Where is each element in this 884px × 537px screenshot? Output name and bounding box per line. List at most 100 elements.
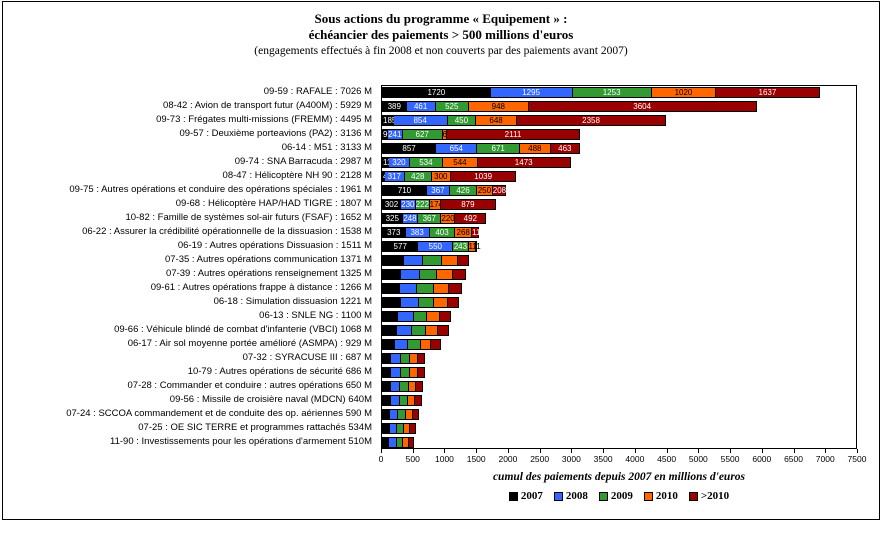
x-tick-mark bbox=[444, 449, 446, 453]
bar-segment-2007: 90 bbox=[382, 129, 392, 140]
bar-segment-2008 bbox=[400, 269, 420, 280]
bar-segment->2010 bbox=[475, 241, 478, 252]
bar-segment-2008: 367 bbox=[426, 185, 451, 196]
bar-segment-2010: 111 bbox=[468, 241, 481, 252]
bar-segment-2007 bbox=[382, 437, 390, 448]
x-tick-mark bbox=[412, 449, 414, 453]
legend-swatch-2009 bbox=[598, 491, 608, 501]
category-label: 08-42 : Avion de transport futur (A400M)… bbox=[163, 100, 372, 111]
bar-segment-2009: 403 bbox=[429, 227, 456, 238]
stacked-bar bbox=[382, 325, 856, 336]
x-tick-label: 4000 bbox=[625, 454, 645, 464]
bar-row bbox=[382, 268, 856, 282]
x-tick-mark bbox=[603, 449, 605, 453]
category-label: 09-74 : SNA Barracuda : 2987 M bbox=[234, 156, 372, 167]
bar-segment-2008: 317 bbox=[384, 171, 405, 182]
x-tick-mark bbox=[539, 449, 541, 453]
category-label: 07-35 : Autres opérations communication … bbox=[164, 254, 372, 265]
stacked-bar: 90241627672111 bbox=[382, 129, 856, 140]
bar-segment-2009 bbox=[413, 311, 428, 322]
stacked-bar bbox=[382, 269, 856, 280]
bar-segment-2010 bbox=[433, 283, 450, 294]
bar-segment->2010 bbox=[453, 269, 466, 280]
category-label: 10-82 : Famille de systèmes sol-air futu… bbox=[125, 212, 372, 223]
legend-item-2009: 2009 bbox=[598, 490, 633, 502]
bar-segment-2008 bbox=[390, 381, 400, 392]
bar-row: 443174283001039 bbox=[382, 170, 856, 184]
x-tick-label: 1000 bbox=[434, 454, 454, 464]
bar-segment-2010: 300 bbox=[431, 171, 451, 182]
bar-segment-2007 bbox=[382, 311, 398, 322]
x-tick-mark bbox=[476, 449, 478, 453]
category-label: 07-24 : SCCOA commandement et de conduit… bbox=[66, 408, 372, 419]
bar-segment->2010 bbox=[417, 353, 426, 364]
title-block: Sous actions du programme « Equipement »… bbox=[3, 2, 879, 59]
bar-segment-2009 bbox=[399, 395, 408, 406]
x-tick-label: 6500 bbox=[784, 454, 803, 464]
bar-segment-2010 bbox=[407, 395, 416, 406]
bar-segment-2010 bbox=[425, 325, 439, 336]
bar-row: 389 461 525 948 3604 bbox=[382, 100, 856, 114]
bar-segment-2010 bbox=[403, 437, 410, 448]
stacked-bar bbox=[382, 381, 856, 392]
bar-segment-2010: 544 bbox=[443, 157, 478, 168]
bar-segment->2010 bbox=[410, 423, 416, 434]
bar-segment->2010: 492 bbox=[455, 213, 487, 224]
stacked-bar bbox=[382, 283, 856, 294]
bar-row: 1163205345441473 bbox=[382, 156, 856, 170]
bar-segment-2009 bbox=[417, 283, 434, 294]
legend-item->2010: >2010 bbox=[688, 490, 729, 502]
bar-segment-2008: 383 bbox=[405, 227, 430, 238]
bar-segment->2010 bbox=[412, 409, 420, 420]
x-tick-label: 500 bbox=[405, 454, 420, 464]
bar-segment-2009: 428 bbox=[404, 171, 432, 182]
bar-row: 325 248 367 220 492 bbox=[382, 212, 856, 226]
bar-segment-2009: 450 bbox=[447, 115, 477, 126]
bar-segment-2010 bbox=[434, 297, 449, 308]
bar-segment-2008 bbox=[404, 255, 424, 266]
category-label: 06-17 : Air sol moyenne portée amélioré … bbox=[127, 338, 372, 349]
x-tick-mark bbox=[730, 449, 732, 453]
bar-segment->2010: 879 bbox=[440, 199, 497, 210]
legend-label: 2010 bbox=[655, 490, 678, 502]
bar-segment-2007 bbox=[382, 283, 400, 294]
bar-segment-2007: 116 bbox=[382, 157, 396, 168]
category-label: 06-18 : Simulation dissuasion 1221 M bbox=[213, 296, 372, 307]
bar-segment->2010 bbox=[448, 297, 460, 308]
bar-segment-2009 bbox=[400, 353, 410, 364]
bar-segment-2009 bbox=[396, 437, 404, 448]
bar-segment->2010: 3604 bbox=[528, 101, 757, 112]
bar-row: 302 230 222 174 879 bbox=[382, 198, 856, 212]
bar-segment-2010: 174 bbox=[429, 199, 443, 210]
bar-segment->2010: 111 bbox=[472, 227, 485, 238]
bar-segment-2007: 1720 bbox=[382, 87, 491, 98]
chart-title: Sous actions du programme « Equipement »… bbox=[314, 11, 568, 26]
bar-segment-2010 bbox=[408, 381, 417, 392]
x-tick-label: 4500 bbox=[657, 454, 677, 464]
bar-segment-2010 bbox=[437, 269, 454, 280]
bar-segment-2009: 367 bbox=[418, 213, 442, 224]
x-tick-mark bbox=[698, 449, 700, 453]
bar-row bbox=[382, 282, 856, 296]
bar-segment-2008: 230 bbox=[401, 199, 416, 210]
bar-segment-2010: 948 bbox=[468, 101, 529, 112]
bar-segment-2007 bbox=[382, 395, 391, 406]
stacked-bar: 710 367 426 250 208 bbox=[382, 185, 856, 196]
category-labels: 09-59 : RAFALE : 7026 M 08-42 : Avion de … bbox=[3, 85, 377, 449]
stacked-bar: 857 654 671 488 463 bbox=[382, 143, 856, 154]
legend-item-2007: 2007 bbox=[508, 490, 543, 502]
bar-segment->2010 bbox=[416, 381, 424, 392]
bar-segment-2007 bbox=[382, 269, 401, 280]
bar-segment-2008 bbox=[390, 409, 399, 420]
bar-row: 710 367 426 250 208 bbox=[382, 184, 856, 198]
bar-segment-2009: 222 bbox=[415, 199, 430, 210]
bar-segment-2007: 373 bbox=[382, 227, 406, 238]
plot-area: 1720 1295 1253 1020 1637 389 461 525 948 3604 185 8… bbox=[381, 85, 857, 449]
legend-label: 2009 bbox=[610, 490, 633, 502]
legend-swatch->2010 bbox=[688, 491, 698, 501]
bar-row bbox=[382, 324, 856, 338]
bar-segment-2007 bbox=[382, 297, 401, 308]
stacked-bar bbox=[382, 255, 856, 266]
category-label: 09-66 : Véhicule blindé de combat d'infa… bbox=[114, 324, 372, 335]
